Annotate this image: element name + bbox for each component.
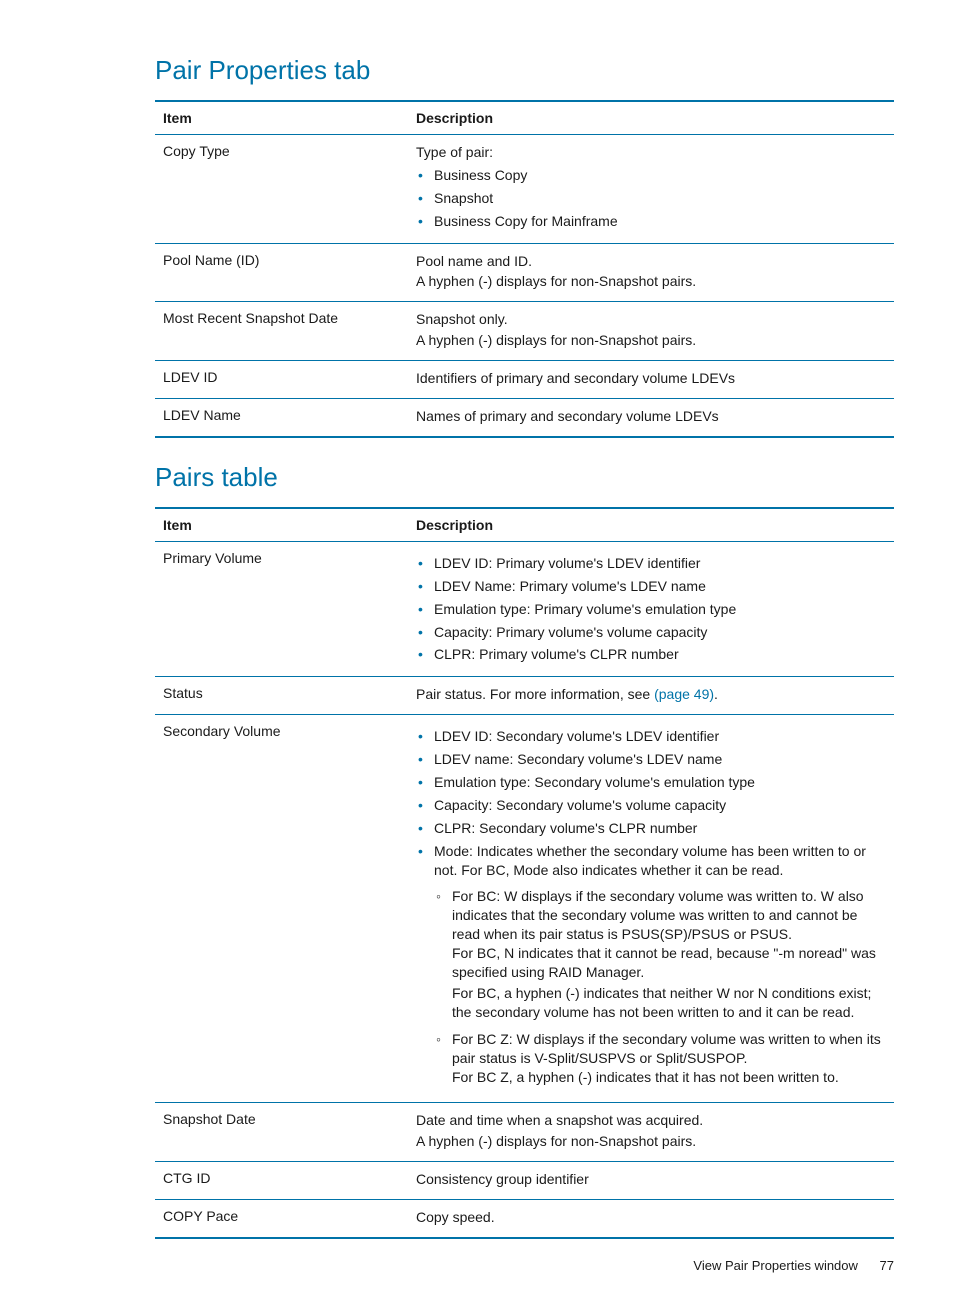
- bullet-item: Capacity: Primary volume's volume capaci…: [416, 623, 884, 642]
- cell-item: CTG ID: [155, 1162, 408, 1200]
- cell-item: Most Recent Snapshot Date: [155, 302, 408, 361]
- cell-description: Pool name and ID. A hyphen (-) displays …: [408, 243, 894, 302]
- section-heading-pair-properties: Pair Properties tab: [155, 55, 894, 86]
- bullet-item-mode: Mode: Indicates whether the secondary vo…: [416, 842, 884, 1087]
- table-row: Pool Name (ID) Pool name and ID. A hyphe…: [155, 243, 894, 302]
- col-header-description: Description: [408, 508, 894, 542]
- desc-text: Names of primary and secondary volume LD…: [416, 407, 884, 426]
- bullet-item: LDEV Name: Primary volume's LDEV name: [416, 577, 884, 596]
- section-heading-pairs-table: Pairs table: [155, 462, 894, 493]
- bullet-item: Business Copy: [416, 166, 884, 185]
- table-row: CTG ID Consistency group identifier: [155, 1162, 894, 1200]
- cell-item: LDEV Name: [155, 399, 408, 437]
- table-row: COPY Pace Copy speed.: [155, 1200, 894, 1238]
- document-page: Pair Properties tab Item Description Cop…: [0, 0, 954, 1293]
- desc-text: A hyphen (-) displays for non-Snapshot p…: [416, 272, 884, 291]
- desc-text: Consistency group identifier: [416, 1170, 884, 1189]
- pairs-table: Item Description Primary Volume LDEV ID:…: [155, 507, 894, 1239]
- bullet-list: LDEV ID: Secondary volume's LDEV identif…: [416, 727, 884, 1086]
- bullet-item: CLPR: Primary volume's CLPR number: [416, 645, 884, 664]
- desc-text: Identifiers of primary and secondary vol…: [416, 369, 884, 388]
- bullet-item: Capacity: Secondary volume's volume capa…: [416, 796, 884, 815]
- bullet-item: Emulation type: Primary volume's emulati…: [416, 600, 884, 619]
- circle-text: For BC Z: W displays if the secondary vo…: [452, 1031, 881, 1066]
- page-link[interactable]: (page 49): [654, 686, 714, 702]
- col-header-item: Item: [155, 508, 408, 542]
- bullet-item: Business Copy for Mainframe: [416, 212, 884, 231]
- text-fragment: Pair status. For more information, see: [416, 686, 654, 702]
- col-header-description: Description: [408, 101, 894, 135]
- cell-description: Consistency group identifier: [408, 1162, 894, 1200]
- table-row: Status Pair status. For more information…: [155, 677, 894, 715]
- bullet-item: Emulation type: Secondary volume's emula…: [416, 773, 884, 792]
- cell-description: Copy speed.: [408, 1200, 894, 1238]
- bullet-text: Mode: Indicates whether the secondary vo…: [434, 843, 866, 878]
- desc-text: Pair status. For more information, see (…: [416, 685, 884, 704]
- desc-text: Date and time when a snapshot was acquir…: [416, 1111, 884, 1130]
- cell-description: Date and time when a snapshot was acquir…: [408, 1103, 894, 1162]
- cell-description: LDEV ID: Secondary volume's LDEV identif…: [408, 715, 894, 1103]
- cell-item: Primary Volume: [155, 541, 408, 676]
- desc-text: Copy speed.: [416, 1208, 884, 1227]
- bullet-item: LDEV name: Secondary volume's LDEV name: [416, 750, 884, 769]
- circle-item: For BC Z: W displays if the secondary vo…: [434, 1030, 884, 1087]
- table-row: Secondary Volume LDEV ID: Secondary volu…: [155, 715, 894, 1103]
- bullet-item: LDEV ID: Secondary volume's LDEV identif…: [416, 727, 884, 746]
- bullet-item: LDEV ID: Primary volume's LDEV identifie…: [416, 554, 884, 573]
- cell-description: Pair status. For more information, see (…: [408, 677, 894, 715]
- table-row: Copy Type Type of pair: Business Copy Sn…: [155, 135, 894, 244]
- table-row: LDEV Name Names of primary and secondary…: [155, 399, 894, 437]
- col-header-item: Item: [155, 101, 408, 135]
- cell-description: LDEV ID: Primary volume's LDEV identifie…: [408, 541, 894, 676]
- cell-item: Secondary Volume: [155, 715, 408, 1103]
- bullet-item: Snapshot: [416, 189, 884, 208]
- table-row: Primary Volume LDEV ID: Primary volume's…: [155, 541, 894, 676]
- table-row: Snapshot Date Date and time when a snaps…: [155, 1103, 894, 1162]
- cell-description: Names of primary and secondary volume LD…: [408, 399, 894, 437]
- sub-paragraph: For BC, N indicates that it cannot be re…: [452, 944, 884, 982]
- bullet-list: LDEV ID: Primary volume's LDEV identifie…: [416, 554, 884, 664]
- cell-item: Pool Name (ID): [155, 243, 408, 302]
- bullet-item: CLPR: Secondary volume's CLPR number: [416, 819, 884, 838]
- cell-item: Copy Type: [155, 135, 408, 244]
- table-header-row: Item Description: [155, 508, 894, 542]
- sub-paragraph: For BC Z, a hyphen (-) indicates that it…: [452, 1068, 884, 1087]
- cell-item: Status: [155, 677, 408, 715]
- desc-text: Type of pair:: [416, 143, 884, 162]
- table-header-row: Item Description: [155, 101, 894, 135]
- cell-item: LDEV ID: [155, 361, 408, 399]
- cell-description: Identifiers of primary and secondary vol…: [408, 361, 894, 399]
- bullet-list: Business Copy Snapshot Business Copy for…: [416, 166, 884, 231]
- circle-list: For BC: W displays if the secondary volu…: [434, 887, 884, 1086]
- desc-text: Snapshot only.: [416, 310, 884, 329]
- text-fragment: .: [714, 686, 718, 702]
- table-row: LDEV ID Identifiers of primary and secon…: [155, 361, 894, 399]
- desc-text: Pool name and ID.: [416, 252, 884, 271]
- cell-description: Snapshot only. A hyphen (-) displays for…: [408, 302, 894, 361]
- desc-text: A hyphen (-) displays for non-Snapshot p…: [416, 1132, 884, 1151]
- cell-description: Type of pair: Business Copy Snapshot Bus…: [408, 135, 894, 244]
- sub-paragraph: For BC, a hyphen (-) indicates that neit…: [452, 984, 884, 1022]
- circle-item: For BC: W displays if the secondary volu…: [434, 887, 884, 1021]
- cell-item: COPY Pace: [155, 1200, 408, 1238]
- circle-text: For BC: W displays if the secondary volu…: [452, 888, 864, 942]
- pair-properties-table: Item Description Copy Type Type of pair:…: [155, 100, 894, 438]
- desc-text: A hyphen (-) displays for non-Snapshot p…: [416, 331, 884, 350]
- table-row: Most Recent Snapshot Date Snapshot only.…: [155, 302, 894, 361]
- cell-item: Snapshot Date: [155, 1103, 408, 1162]
